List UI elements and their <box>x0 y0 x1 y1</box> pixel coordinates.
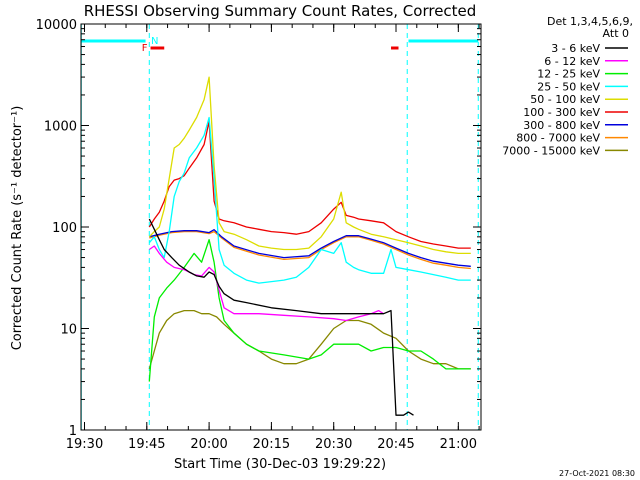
legend-header-line-1: Det 1,3,4,5,6,9, <box>547 15 633 28</box>
y-tick-label: 1 <box>69 424 77 439</box>
y-tick-label: 1000 <box>44 120 77 135</box>
legend-label: 50 - 100 keV <box>530 93 600 106</box>
y-tick-label: 10 <box>60 323 77 338</box>
legend-label: 25 - 50 keV <box>537 80 600 93</box>
series-line <box>148 245 384 322</box>
y-axis-label: Corrected Count Rate (s⁻¹ detector⁻¹) <box>10 106 25 351</box>
x-tick-label: 19:30 <box>66 437 103 452</box>
series-line <box>149 230 471 270</box>
night-flag-label: N <box>151 36 158 47</box>
legend-header-line-2: Att 0 <box>603 27 629 40</box>
date-stamp: 27-Oct-2021 08:30 <box>559 469 635 478</box>
x-tick-label: 19:45 <box>128 437 165 452</box>
series-line <box>148 309 471 370</box>
x-tick-label: 20:45 <box>377 437 414 452</box>
series-line <box>148 116 471 284</box>
series-line <box>148 76 471 255</box>
legend-label: 300 - 800 keV <box>523 119 600 132</box>
legend-label: 3 - 6 keV <box>551 42 600 55</box>
legend-label: 7000 - 15000 keV <box>502 144 600 157</box>
legend-label: 12 - 25 keV <box>537 68 600 81</box>
series-line <box>148 120 471 249</box>
y-tick-label: 10000 <box>36 18 77 33</box>
series-line <box>148 218 414 416</box>
y-tick-label: 100 <box>52 221 77 236</box>
plot-frame <box>80 23 482 431</box>
series-line <box>149 229 471 267</box>
x-tick-label: 20:00 <box>190 437 227 452</box>
x-axis-label: Start Time (30-Dec-03 19:29:22) <box>174 457 386 472</box>
legend-label: 100 - 300 keV <box>523 106 600 119</box>
x-tick-label: 20:15 <box>253 437 290 452</box>
chart-title: RHESSI Observing Summary Count Rates, Co… <box>84 2 477 20</box>
legend-label: 6 - 12 keV <box>544 55 600 68</box>
flare-flag-label: F <box>142 43 148 54</box>
legend-label: 800 - 7000 keV <box>516 132 600 145</box>
x-tick-label: 20:30 <box>315 437 352 452</box>
x-tick-label: 21:00 <box>440 437 477 452</box>
